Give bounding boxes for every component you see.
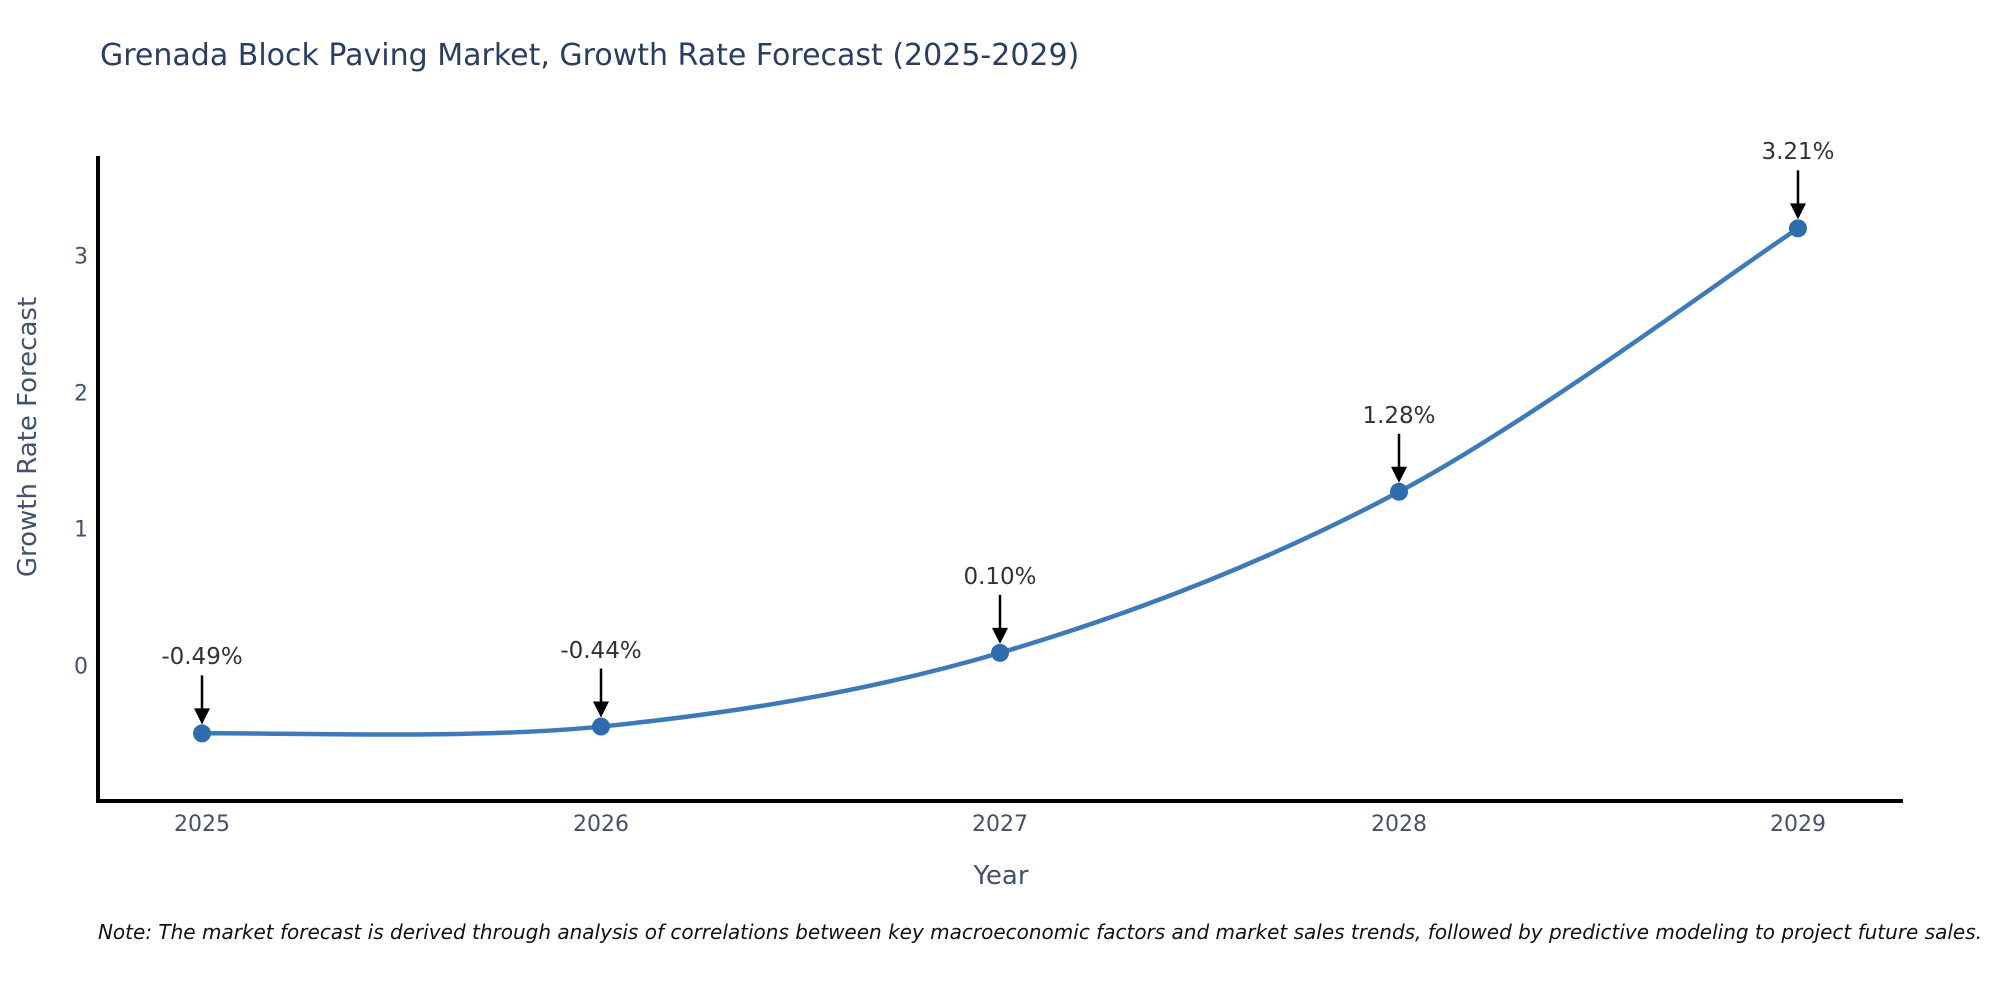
annotation-arrowhead — [992, 627, 1008, 644]
x-tick-label: 2025 — [174, 812, 230, 837]
annotation-label: -0.44% — [560, 637, 642, 664]
x-axis-title: Year — [973, 861, 1029, 891]
y-axis-title: Growth Rate Forecast — [13, 296, 43, 578]
data-point-marker — [193, 724, 211, 743]
annotation-arrowhead — [194, 708, 210, 725]
x-tick-label: 2029 — [1770, 812, 1826, 837]
data-point-marker — [1390, 482, 1408, 501]
y-tick-label: 2 — [74, 381, 88, 406]
annotation-label: 3.21% — [1761, 139, 1835, 166]
annotation-label: 0.10% — [963, 563, 1037, 590]
x-tick-label: 2026 — [573, 812, 629, 837]
y-tick-label: 0 — [74, 654, 88, 679]
data-point-marker — [1789, 219, 1807, 238]
data-point-marker — [592, 717, 610, 736]
x-tick-label: 2028 — [1371, 812, 1427, 837]
annotation-arrowhead — [1790, 203, 1806, 220]
annotation-label: -0.49% — [161, 644, 243, 671]
y-tick-label: 3 — [74, 244, 88, 270]
chart-title: Grenada Block Paving Market, Growth Rate… — [100, 38, 1080, 73]
annotation-arrowhead — [1391, 466, 1407, 483]
annotation-arrowhead — [593, 701, 609, 718]
data-point-marker — [991, 643, 1009, 662]
footer-note: Note: The market forecast is derived thr… — [97, 920, 1983, 944]
annotation-label: 1.28% — [1362, 402, 1436, 429]
x-tick-label: 2027 — [972, 812, 1028, 837]
y-tick-label: 1 — [74, 517, 88, 543]
